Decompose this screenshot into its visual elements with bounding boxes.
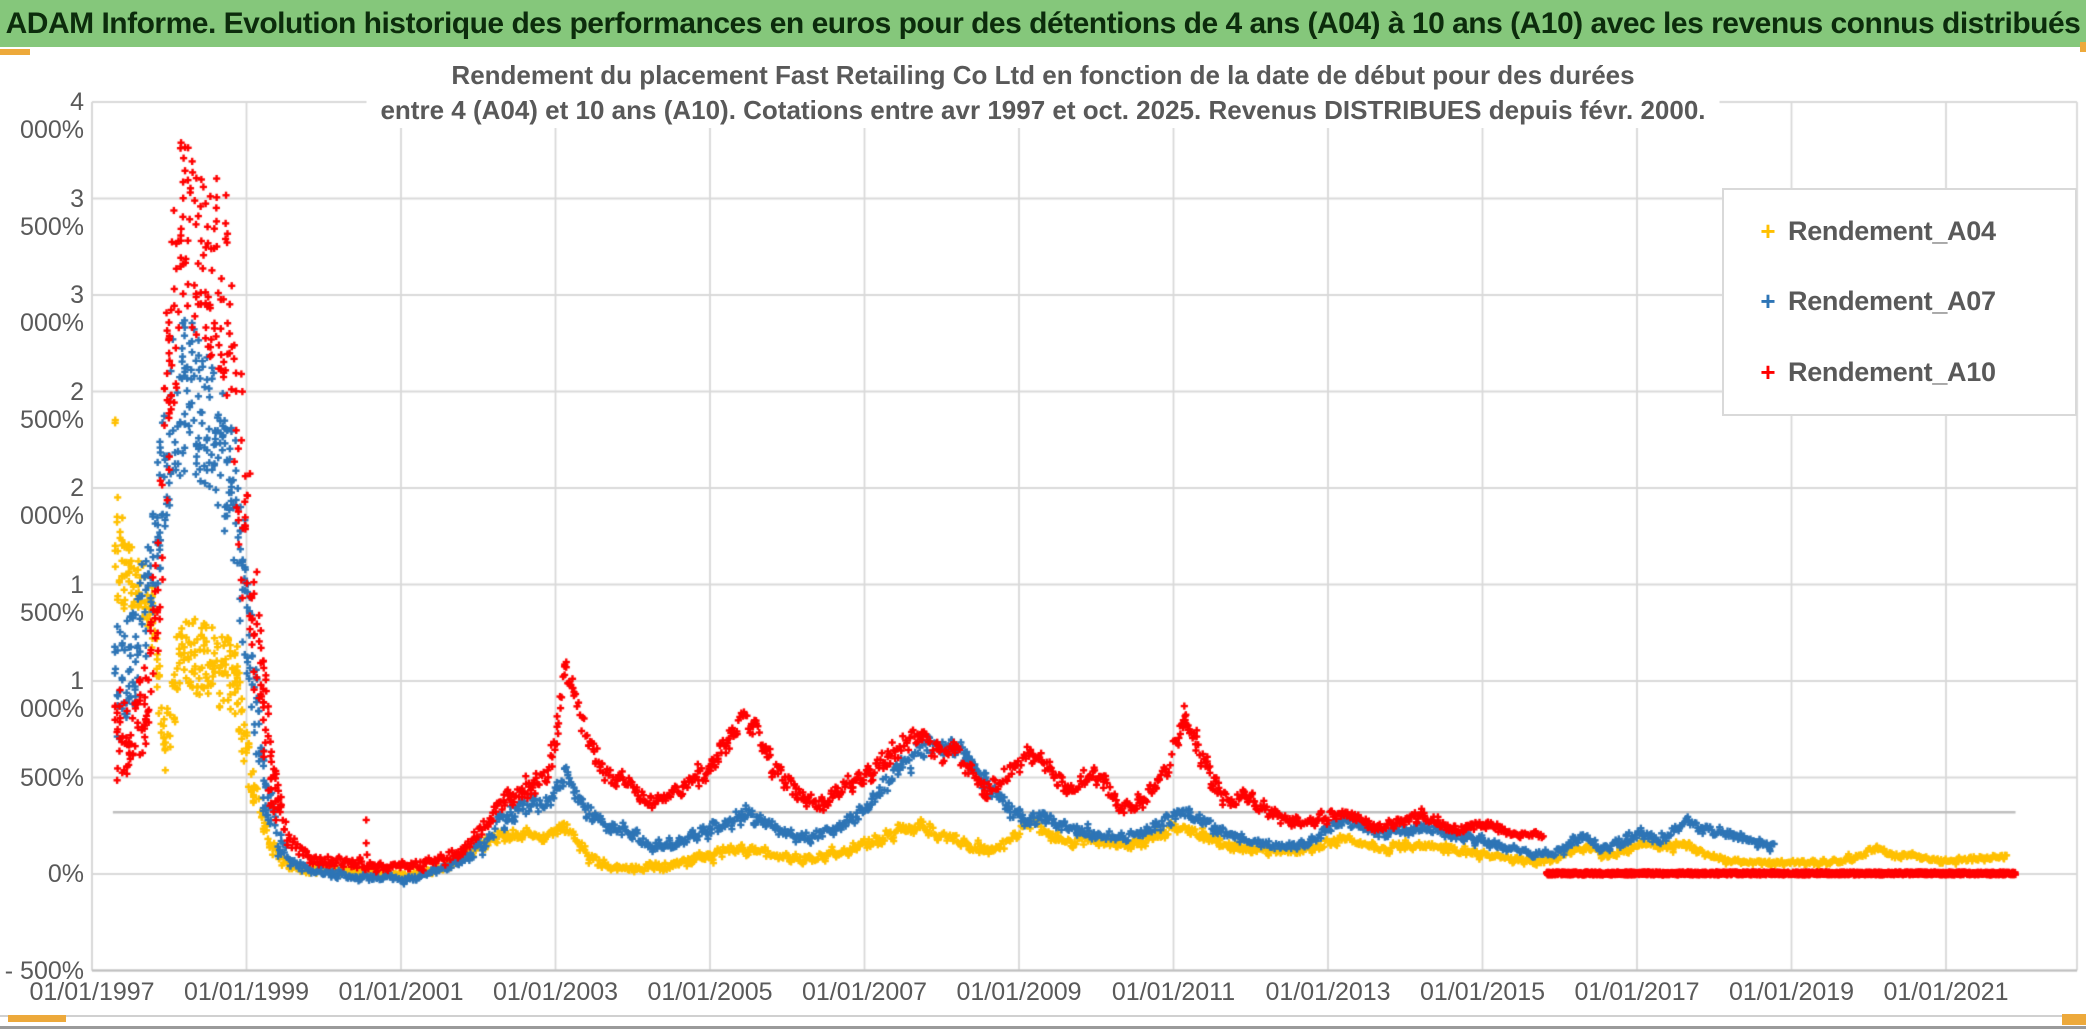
chart-title-line2: entre 4 (A04) et 10 ans (A10). Cotations… — [380, 95, 1706, 125]
y-axis-label: 2 000% — [20, 474, 84, 530]
y-axis-label: 3 500% — [20, 184, 84, 241]
window-edge-line — [0, 1026, 2086, 1029]
x-axis-label: 01/01/2003 — [492, 978, 619, 1006]
app-header-banner: ADAM Informe. Evolution historique des p… — [0, 0, 2086, 47]
plus-marker-icon: + — [1760, 215, 1776, 246]
chart-legend: + Rendement_A04 + Rendement_A07 + Rendem… — [1722, 188, 2077, 416]
plus-marker-icon: + — [1760, 286, 1776, 317]
x-axis-label: 01/01/1997 — [29, 978, 155, 1006]
legend-label-a04: Rendement_A04 — [1788, 215, 1996, 246]
scroll-accent-top-left — [0, 49, 30, 55]
y-axis-label: - 500% — [4, 956, 84, 985]
plus-marker-icon: + — [1760, 357, 1776, 388]
x-axis-label: 01/01/2021 — [1883, 978, 2009, 1006]
scroll-accent-bottom-left[interactable] — [8, 1015, 66, 1022]
x-axis-label: 01/01/2011 — [1111, 978, 1236, 1006]
x-axis-label: 01/01/2001 — [338, 978, 464, 1006]
x-axis-label: 01/01/2007 — [801, 978, 928, 1006]
x-axis-label: 01/01/2019 — [1728, 978, 1855, 1006]
chart-title: Rendement du placement Fast Retailing Co… — [366, 58, 1720, 128]
y-axis-label: 3 000% — [20, 281, 84, 337]
x-axis-label: 01/01/2013 — [1265, 978, 1391, 1006]
scroll-accent-top-right — [2080, 42, 2086, 52]
scroll-accent-bottom-right[interactable] — [2062, 1014, 2086, 1025]
y-axis-label: 1 000% — [20, 667, 84, 723]
y-axis-label: 4 000% — [20, 88, 84, 144]
y-axis-label: 0% — [47, 860, 84, 888]
legend-item-a04: + Rendement_A04 — [1724, 216, 2075, 247]
x-axis-label: 01/01/1999 — [183, 978, 310, 1006]
x-axis-label: 01/01/2009 — [956, 978, 1082, 1006]
legend-label-a10: Rendement_A10 — [1788, 357, 1996, 388]
legend-item-a10: + Rendement_A10 — [1724, 357, 2075, 388]
x-axis-label: 01/01/2017 — [1574, 978, 1700, 1006]
window-divider-line — [0, 1015, 2086, 1017]
banner-title: ADAM Informe. Evolution historique des p… — [5, 6, 2081, 40]
x-axis-label: 01/01/2015 — [1419, 978, 1546, 1006]
chart-title-line1: Rendement du placement Fast Retailing Co… — [451, 60, 1635, 90]
y-axis-label: 500% — [20, 763, 84, 792]
legend-label-a07: Rendement_A07 — [1788, 286, 1996, 317]
y-axis-label: 1 500% — [20, 570, 84, 627]
x-axis-label: 01/01/2005 — [647, 978, 773, 1006]
y-axis-label: 2 500% — [20, 377, 84, 434]
legend-item-a07: + Rendement_A07 — [1724, 286, 2075, 317]
